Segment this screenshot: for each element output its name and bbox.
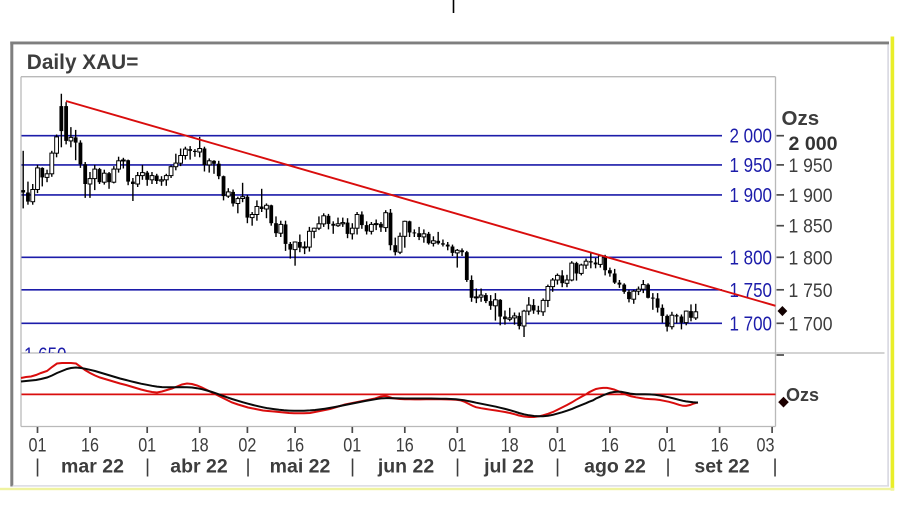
svg-text:|: | [665,456,670,478]
svg-text:jul 22: jul 22 [483,456,534,478]
svg-text:Ozs: Ozs [786,385,819,405]
svg-text:|: | [145,456,150,478]
svg-text:1 700: 1 700 [730,313,773,335]
svg-text:mar 22: mar 22 [61,456,124,478]
svg-text:16: 16 [601,435,619,457]
svg-text:16: 16 [81,435,99,457]
svg-text:mai 22: mai 22 [270,456,331,478]
svg-text:03: 03 [757,435,775,457]
svg-text:set 22: set 22 [694,456,749,478]
svg-text:|: | [555,456,560,478]
svg-text:01: 01 [343,435,361,457]
svg-text:1 850: 1 850 [789,216,833,238]
svg-text:18: 18 [191,435,209,457]
svg-text:1 900: 1 900 [789,185,833,207]
svg-text:16: 16 [711,435,729,457]
svg-text:1 950: 1 950 [789,155,833,177]
svg-text:01: 01 [29,435,47,457]
svg-text:|: | [455,456,460,478]
svg-text:01: 01 [448,435,466,457]
svg-text:1 800: 1 800 [789,247,833,269]
svg-text:|: | [772,456,777,478]
svg-text:01: 01 [138,435,156,457]
svg-text:|: | [245,456,250,478]
svg-text:02: 02 [238,435,256,457]
svg-text:2 000: 2 000 [789,133,838,155]
svg-text:1 800: 1 800 [730,247,773,269]
svg-text:18: 18 [501,435,519,457]
svg-text:ago 22: ago 22 [584,456,646,478]
svg-text:|: | [350,456,355,478]
svg-text:1 700: 1 700 [789,313,833,335]
svg-text:2 000: 2 000 [730,126,773,148]
svg-text:Daily XAU=: Daily XAU= [27,51,139,74]
svg-text:1 750: 1 750 [789,280,833,302]
svg-text:01: 01 [548,435,566,457]
svg-text:16: 16 [286,435,304,457]
svg-text:1 650: 1 650 [24,345,67,367]
svg-text:Ozs: Ozs [782,107,820,130]
svg-text:1 950: 1 950 [730,155,773,177]
svg-text:01: 01 [658,435,676,457]
svg-text:abr 22: abr 22 [170,456,228,478]
svg-text:jun 22: jun 22 [377,456,435,478]
svg-text:|: | [35,456,40,478]
svg-text:1 900: 1 900 [730,185,773,207]
svg-text:16: 16 [396,435,414,457]
